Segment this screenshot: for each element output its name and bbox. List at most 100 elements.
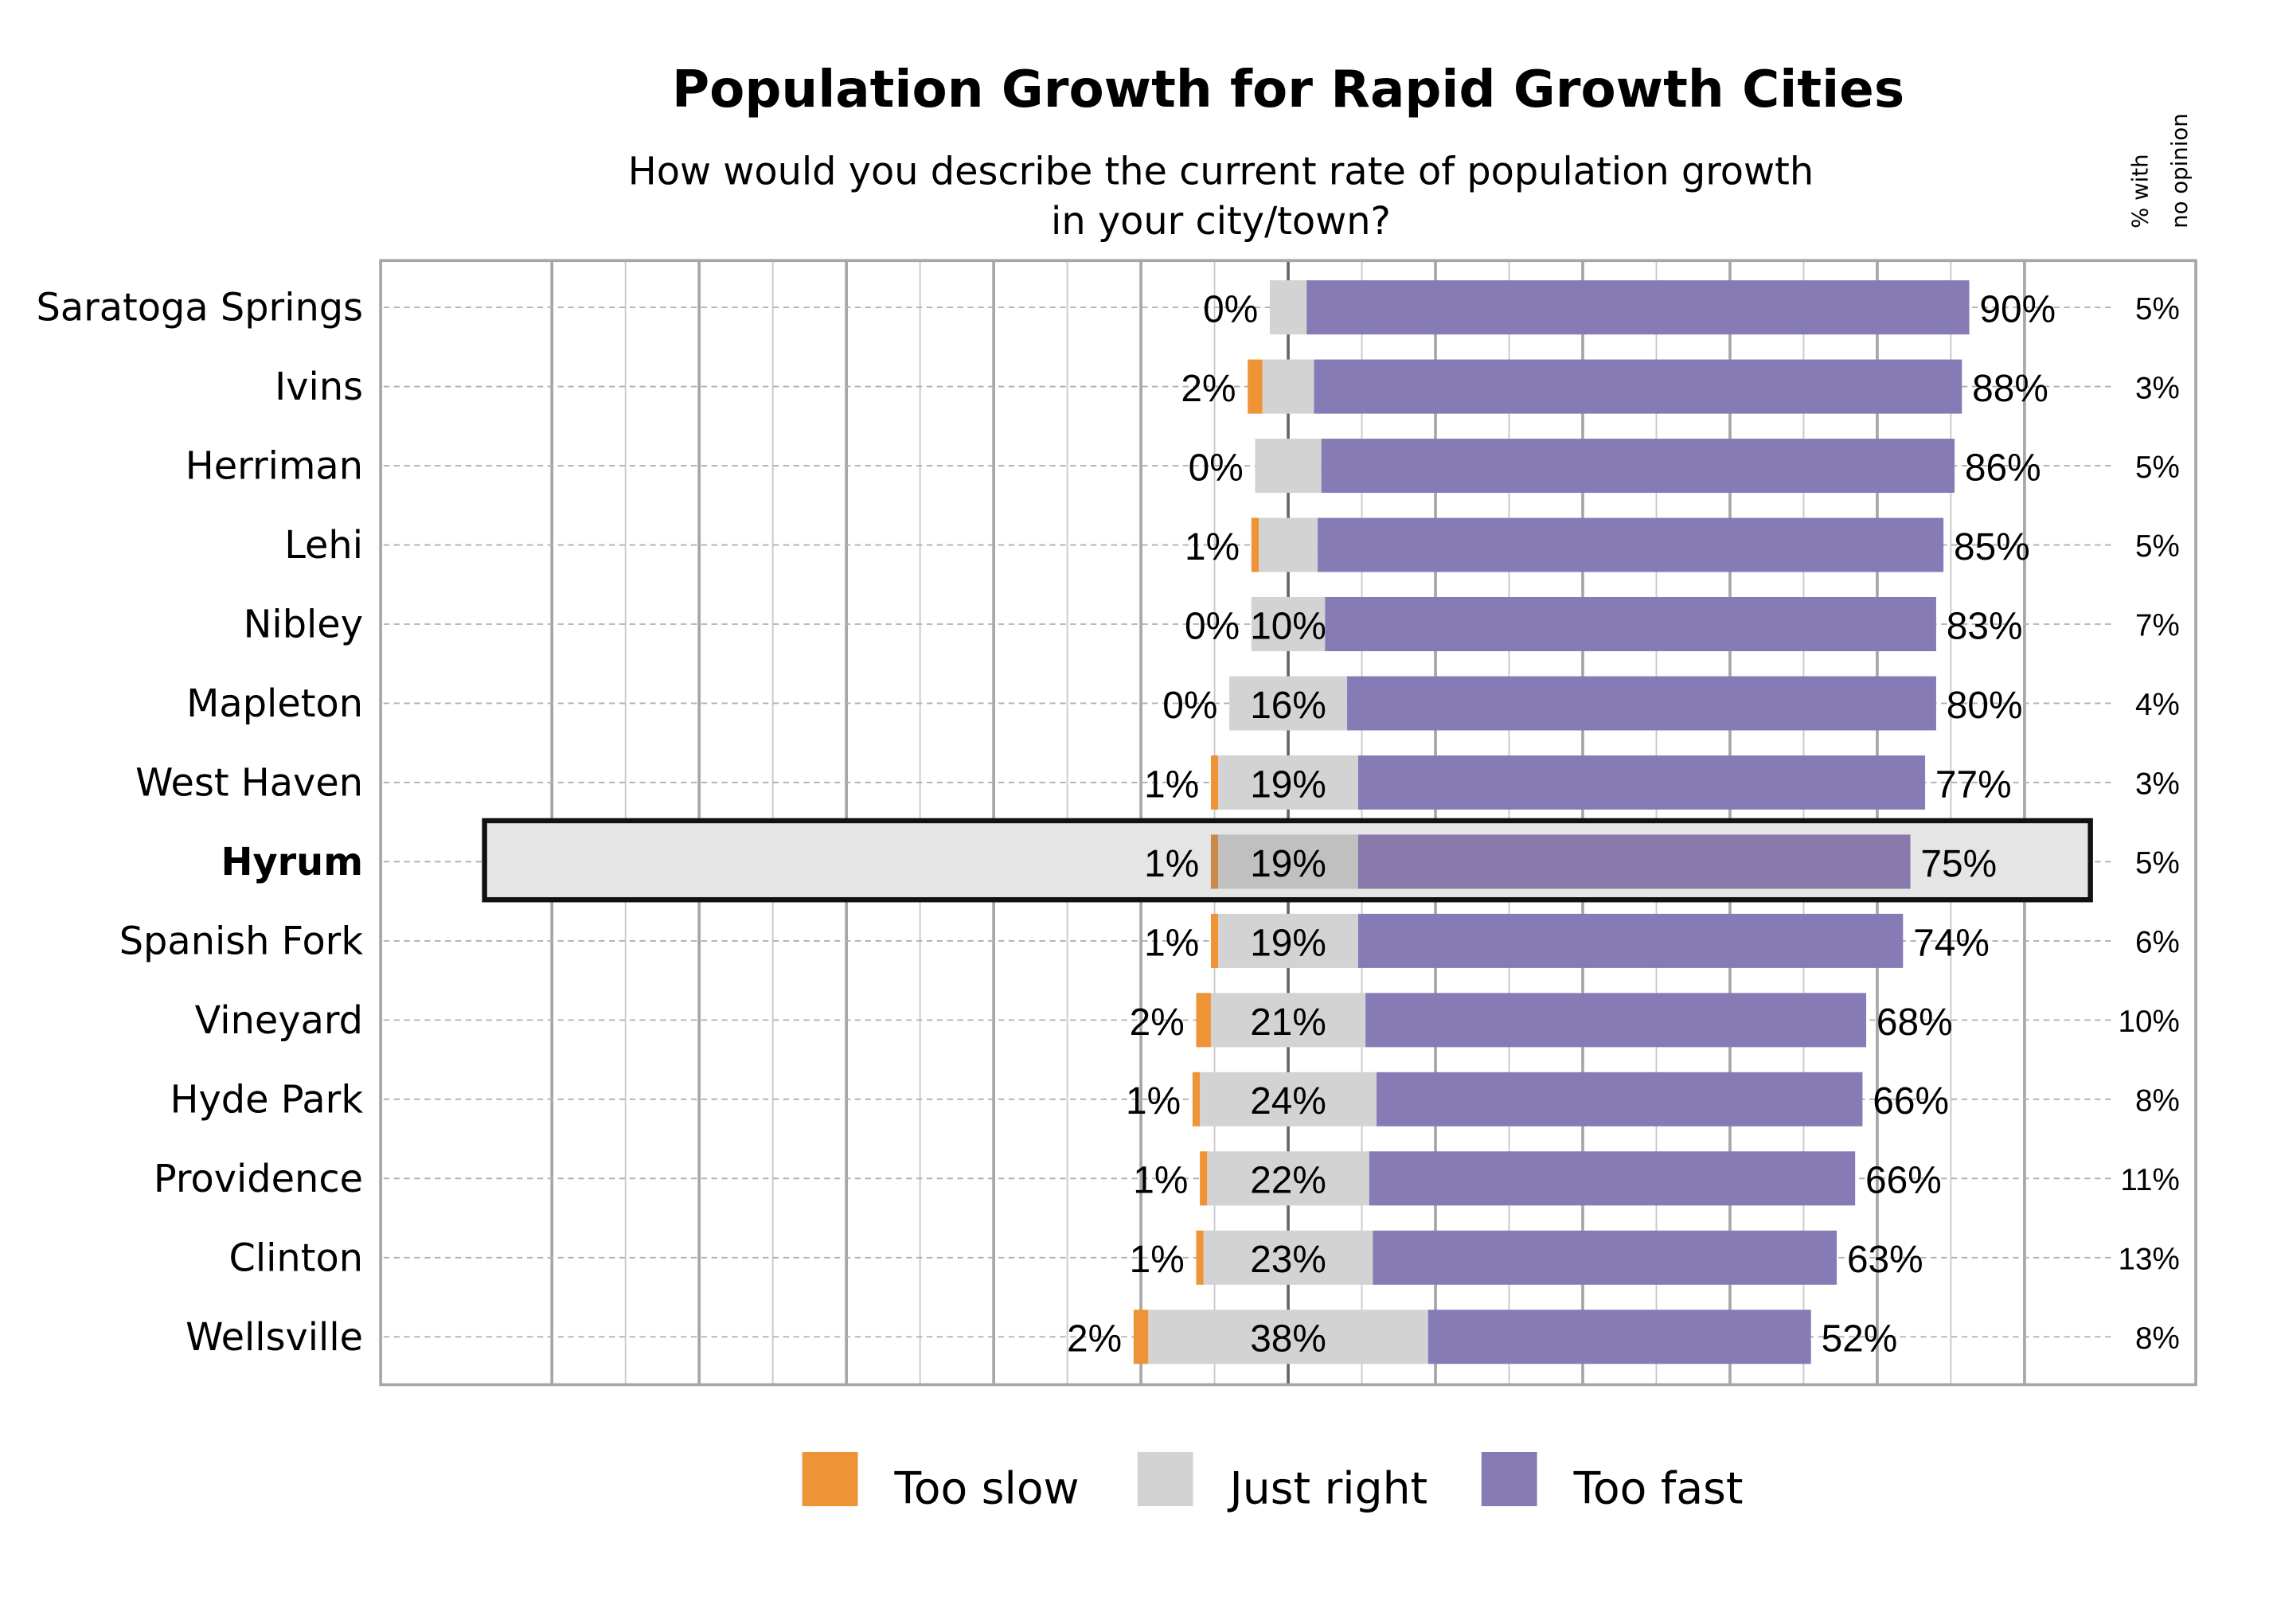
legend: Too slow Just right Too fast: [802, 1451, 1744, 1514]
row-hyrum: Hyrum 1% 19% 75% 5%: [221, 818, 2180, 903]
just-right-label: 19%: [1250, 763, 1326, 806]
bar-just-right: [1251, 596, 1326, 652]
just-right-label: 22%: [1250, 1160, 1326, 1202]
no-opinion-label: 5%: [2135, 846, 2180, 880]
bar-just-right: [1210, 993, 1366, 1048]
no-opinion-label: 6%: [2135, 926, 2180, 960]
too-slow-label: 0%: [1203, 289, 1258, 331]
too-fast-label: 90%: [1979, 289, 2056, 331]
row-spanish-fork: Spanish Fork 1% 19% 74% 6%: [119, 913, 2180, 968]
too-fast-label: 75%: [1920, 843, 1997, 885]
too-fast-label: 66%: [1865, 1160, 1942, 1202]
bar-just-right: [1259, 517, 1318, 572]
bar-too-fast: [1357, 834, 1911, 889]
no-opinion-label: 5%: [2135, 451, 2180, 485]
rows: Saratoga Springs 0% 90% 5% Ivins 2% 88% 3% Herri…: [36, 280, 2180, 1364]
too-fast-label: 74%: [1913, 922, 1990, 964]
chart-subtitle-line2: in your city/town?: [1051, 200, 1391, 244]
legend-swatch-too-slow: [802, 1451, 858, 1506]
too-slow-label: 1%: [1126, 1080, 1181, 1122]
no-opinion-label: 5%: [2135, 292, 2180, 326]
row-hyde-park: Hyde Park 1% 24% 66% 8%: [170, 1072, 2180, 1126]
category-label: Spanish Fork: [119, 919, 364, 963]
category-label: Lehi: [284, 524, 363, 568]
too-fast-label: 77%: [1935, 763, 2012, 806]
bar-just-right: [1218, 913, 1358, 968]
category-label: Providence: [154, 1157, 363, 1201]
too-fast-label: 85%: [1954, 526, 2030, 568]
row-providence: Providence 1% 22% 66% 11%: [154, 1151, 2180, 1206]
bar-too-fast: [1314, 359, 1962, 414]
category-label: West Haven: [135, 761, 363, 805]
bar-too-slow: [1196, 1230, 1204, 1285]
row-lehi: Lehi 1% 85% 5%: [284, 517, 2180, 572]
row-saratoga-springs: Saratoga Springs 0% 90% 5%: [36, 280, 2180, 335]
row-vineyard: Vineyard 2% 21% 68% 10%: [195, 993, 2180, 1048]
just-right-label: 21%: [1250, 1001, 1326, 1044]
row-mapleton: Mapleton 0% 16% 80% 4%: [186, 676, 2180, 731]
no-opinion-label: 3%: [2135, 767, 2180, 802]
row-ivins: Ivins 2% 88% 3%: [275, 359, 2180, 414]
row-wellsville: Wellsville 2% 38% 52% 8%: [186, 1310, 2180, 1364]
no-opinion-label: 3%: [2135, 371, 2180, 405]
bar-too-slow: [1248, 359, 1263, 414]
too-slow-label: 1%: [1144, 843, 1199, 885]
just-right-label: 19%: [1250, 922, 1326, 964]
bar-too-fast: [1321, 439, 1955, 494]
too-slow-label: 0%: [1185, 605, 1240, 647]
too-fast-label: 80%: [1947, 685, 2023, 727]
bar-just-right: [1218, 834, 1358, 889]
bar-too-fast: [1365, 993, 1867, 1048]
legend-label: Too fast: [1573, 1463, 1744, 1514]
too-slow-label: 1%: [1185, 526, 1240, 568]
bar-too-slow: [1210, 913, 1219, 968]
bar-too-slow: [1200, 1151, 1208, 1206]
plot-frame: [379, 259, 2197, 1387]
bar-just-right: [1269, 280, 1307, 335]
too-slow-label: 1%: [1130, 1239, 1185, 1281]
category-label: Mapleton: [186, 682, 363, 726]
legend-label: Just right: [1228, 1463, 1428, 1514]
bar-too-fast: [1377, 1072, 1863, 1126]
no-opinion-label: 5%: [2135, 529, 2180, 564]
bar-just-right: [1229, 676, 1348, 731]
row-herriman: Herriman 0% 86% 5%: [186, 439, 2180, 494]
no-opinion-label: 13%: [2119, 1242, 2180, 1276]
highlight-box-border: [482, 818, 2093, 903]
too-slow-label: 1%: [1144, 922, 1199, 964]
bar-too-fast: [1373, 1230, 1837, 1285]
too-slow-label: 2%: [1130, 1001, 1185, 1044]
too-fast-label: 63%: [1847, 1239, 1923, 1281]
just-right-label: 10%: [1250, 605, 1326, 647]
too-slow-label: 2%: [1067, 1318, 1122, 1360]
too-slow-label: 1%: [1133, 1160, 1188, 1202]
too-slow-label: 2%: [1181, 368, 1236, 410]
category-label: Clinton: [229, 1236, 364, 1280]
just-right-label: 24%: [1250, 1080, 1326, 1122]
no-opinion-label: 8%: [2135, 1321, 2180, 1356]
bar-just-right: [1218, 755, 1358, 810]
bar-too-slow: [1192, 1072, 1201, 1126]
bar-just-right: [1200, 1072, 1377, 1126]
bar-too-slow: [1210, 834, 1219, 889]
too-fast-label: 88%: [1972, 368, 2048, 410]
bar-too-slow: [1196, 993, 1211, 1048]
bar-just-right: [1203, 1230, 1373, 1285]
legend-label: Too slow: [893, 1463, 1079, 1514]
category-label: Hyrum: [221, 841, 363, 884]
bar-just-right: [1207, 1151, 1369, 1206]
category-label: Ivins: [275, 365, 363, 409]
bar-too-slow: [1251, 517, 1259, 572]
no-opinion-header-line1: % with: [2126, 154, 2153, 228]
bar-too-fast: [1357, 755, 1926, 810]
category-label: Wellsville: [186, 1316, 363, 1360]
too-slow-label: 1%: [1144, 763, 1199, 806]
no-opinion-label: 10%: [2119, 1005, 2180, 1039]
bar-too-fast: [1427, 1310, 1811, 1364]
just-right-label: 23%: [1250, 1239, 1326, 1281]
row-clinton: Clinton 1% 23% 63% 13%: [229, 1230, 2180, 1285]
no-opinion-label: 11%: [2120, 1163, 2179, 1197]
row-west-haven: West Haven 1% 19% 77% 3%: [135, 755, 2180, 810]
bar-too-fast: [1306, 280, 1970, 335]
